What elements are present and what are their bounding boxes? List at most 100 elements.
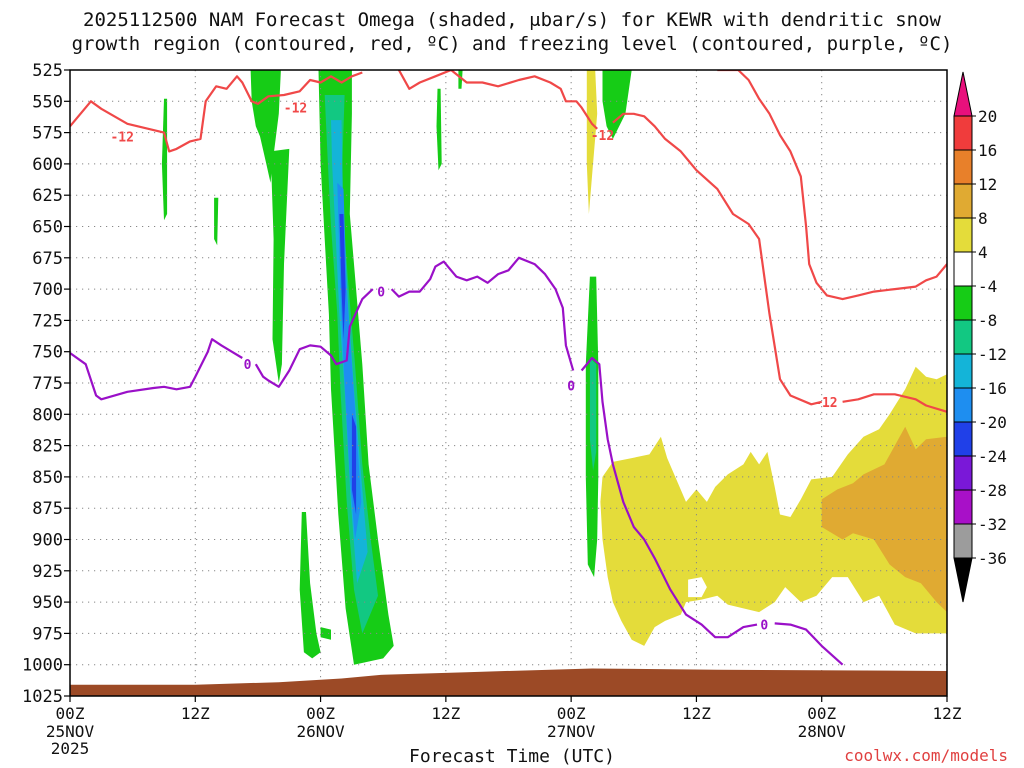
omega-green-26nov-band bbox=[270, 148, 290, 383]
terrain bbox=[70, 668, 947, 696]
colorbar-bin bbox=[953, 251, 973, 287]
colorbar-bin bbox=[953, 319, 973, 355]
x-tick-label: 12Z bbox=[431, 704, 460, 723]
hole-1 bbox=[688, 577, 707, 598]
x-tick-date: 25NOV bbox=[46, 722, 95, 741]
colorbar-label: 4 bbox=[978, 243, 988, 262]
y-tick-label: 800 bbox=[32, 405, 63, 425]
x-tick-label: 12Z bbox=[181, 704, 210, 723]
y-tick-label: 950 bbox=[32, 593, 63, 613]
omega-purple-low bbox=[351, 414, 357, 515]
colorbar-label: -16 bbox=[978, 379, 1007, 398]
freezing-contour-label: 0 bbox=[760, 619, 768, 634]
omega-yellow-51z bbox=[586, 70, 598, 214]
colorbar-bin bbox=[953, 115, 973, 151]
colorbar: 20 16 12 8 4 -4 -8 -12 -16 -20 -24 -28 -32 -36 bbox=[953, 71, 1007, 603]
chart-title-line-1: 2025112500 NAM Forecast Omega (shaded, μ… bbox=[83, 9, 941, 31]
omega-green-26-right bbox=[320, 627, 331, 640]
y-tick-label: 925 bbox=[32, 562, 63, 582]
colorbar-label: 16 bbox=[978, 141, 997, 160]
colorbar-bin bbox=[953, 387, 973, 423]
dgz-contour-segment bbox=[70, 71, 363, 153]
dgz-contour-segment bbox=[612, 112, 822, 406]
x-tick-date: 27NOV bbox=[547, 722, 596, 741]
colorbar-bin bbox=[953, 455, 973, 491]
x-tick-label: 12Z bbox=[682, 704, 711, 723]
dgz-contour-label: -12 bbox=[814, 396, 837, 411]
colorbar-bin bbox=[953, 149, 973, 185]
dgz-contour-segment bbox=[397, 70, 598, 130]
freezing-contour bbox=[70, 256, 844, 666]
credit-link[interactable]: coolwx.com/models bbox=[844, 746, 1008, 765]
omega-green-10z-b bbox=[214, 197, 219, 246]
omega-green-37z-top bbox=[458, 70, 463, 89]
x-tick-label: 00Z bbox=[557, 704, 586, 723]
colorbar-bin bbox=[953, 421, 973, 457]
colorbar-label: -12 bbox=[978, 345, 1007, 364]
colorbar-label: 8 bbox=[978, 209, 988, 228]
freezing-contour-label: 0 bbox=[244, 358, 252, 373]
colorbar-bin bbox=[953, 285, 973, 321]
y-tick-label: 900 bbox=[32, 531, 63, 551]
y-tick-label: 650 bbox=[32, 218, 63, 238]
colorbar-bin bbox=[953, 523, 973, 559]
y-tick-label: 1025 bbox=[22, 687, 63, 707]
colorbar-label: -24 bbox=[978, 447, 1007, 466]
colorbar-label: -8 bbox=[978, 311, 997, 330]
omega-purple-main bbox=[339, 214, 346, 340]
freezing-contour-segment bbox=[580, 356, 758, 639]
colorbar-top-arrow bbox=[953, 71, 973, 117]
omega-orange-bottom bbox=[821, 426, 947, 613]
x-tick-date: 28NOV bbox=[798, 722, 847, 741]
y-tick-label: 825 bbox=[32, 437, 63, 457]
x-axis-title: Forecast Time (UTC) bbox=[409, 746, 615, 767]
omega-green-10z-a bbox=[161, 98, 168, 221]
freezing-contour-segment bbox=[390, 256, 575, 371]
omega-yellow-bottom bbox=[600, 366, 947, 646]
freezing-contour-label: 0 bbox=[567, 380, 575, 395]
dgz-contour bbox=[70, 70, 947, 413]
colorbar-bin bbox=[953, 489, 973, 525]
y-tick-label: 975 bbox=[32, 624, 63, 644]
colorbar-bin bbox=[953, 353, 973, 389]
colorbar-bin bbox=[953, 183, 973, 219]
y-tick-label: 750 bbox=[32, 343, 63, 363]
y-tick-label: 625 bbox=[32, 186, 63, 206]
colorbar-label: 20 bbox=[978, 107, 997, 126]
omega-shading bbox=[161, 70, 947, 665]
chart-title-line-2: growth region (contoured, red, ºC) and f… bbox=[71, 33, 953, 55]
x-tick-date: 26NOV bbox=[296, 722, 345, 741]
y-tick-label: 875 bbox=[32, 499, 63, 519]
y-tick-label: 1000 bbox=[22, 656, 63, 676]
dgz-contour-label: -12 bbox=[284, 102, 307, 117]
colorbar-label: -36 bbox=[978, 549, 1007, 568]
y-tick-label: 775 bbox=[32, 374, 63, 394]
colorbar-bottom-arrow bbox=[953, 557, 973, 603]
omega-green-1000 bbox=[299, 512, 321, 659]
x-tick-label: 00Z bbox=[56, 704, 85, 723]
dgz-contour-segment bbox=[717, 70, 947, 301]
colorbar-label: -20 bbox=[978, 413, 1007, 432]
omega-green-52z-top bbox=[602, 70, 632, 139]
x-tick-label: 00Z bbox=[306, 704, 335, 723]
x-tick-year: 2025 bbox=[51, 739, 90, 758]
y-tick-label: 700 bbox=[32, 280, 63, 300]
y-tick-label: 850 bbox=[32, 468, 63, 488]
colorbar-label: -4 bbox=[978, 277, 997, 296]
freezing-contour-segment bbox=[70, 338, 243, 401]
y-axis: 525 550 575 600 625 650 675 700 725 750 775 800 825 8… bbox=[22, 61, 70, 707]
dgz-contour-segment bbox=[842, 393, 947, 413]
terrain-fill bbox=[70, 668, 947, 696]
freezing-contour-segment bbox=[254, 288, 374, 388]
colorbar-bin bbox=[953, 217, 973, 253]
dgz-contour-label: -12 bbox=[110, 130, 133, 145]
contour-labels: -12 -12 -12 -12 0 0 0 0 bbox=[110, 102, 837, 634]
colorbar-label: -28 bbox=[978, 481, 1007, 500]
y-tick-label: 600 bbox=[32, 155, 63, 175]
y-tick-label: 575 bbox=[32, 124, 63, 144]
x-tick-label: 12Z bbox=[933, 704, 962, 723]
colorbar-label: -32 bbox=[978, 515, 1007, 534]
y-tick-label: 550 bbox=[32, 92, 63, 112]
